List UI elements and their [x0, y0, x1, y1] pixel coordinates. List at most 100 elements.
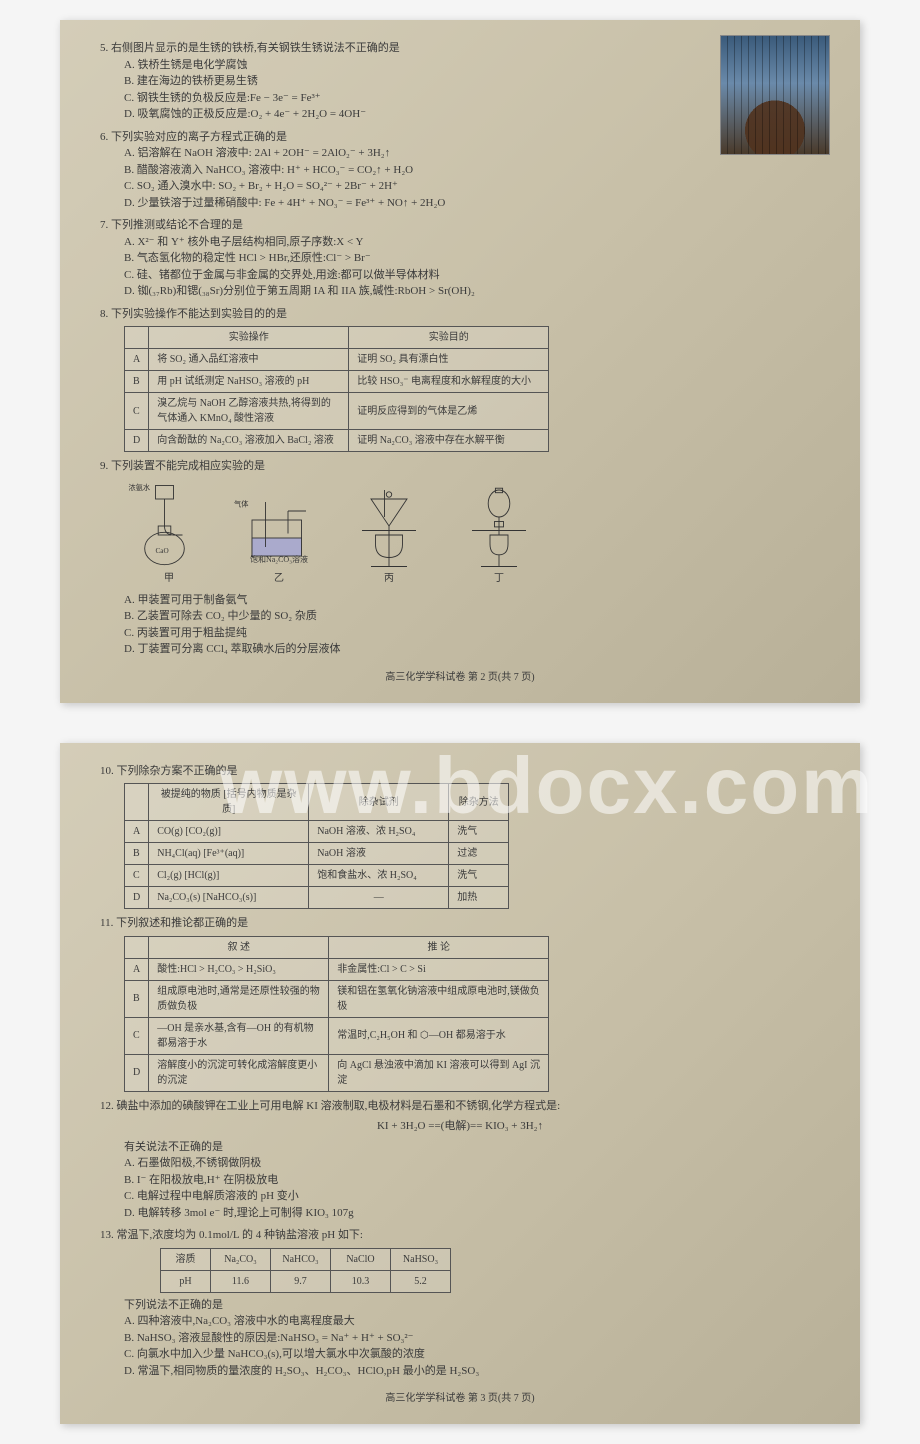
q11-r2c2: 常温时,C₂H₅OH 和 ⬡—OH 都易溶于水	[329, 1017, 549, 1054]
q11-th0	[125, 936, 149, 958]
q9-B: B. 乙装置可除去 CO₂ 中少量的 SO₂ 杂质	[100, 608, 820, 625]
q9-D: D. 丁装置可分离 CCl₄ 萃取碘水后的分层液体	[100, 641, 820, 658]
q13-h4: NaHSO₃	[391, 1248, 451, 1270]
q8-r2c1: 溴乙烷与 NaOH 乙醇溶液共热,将得到的气体通入 KMnO₄ 酸性溶液	[149, 393, 349, 430]
label-yi: 乙	[274, 571, 284, 586]
bridge-photo	[720, 35, 830, 155]
q10-r3c1: Na₂CO₃(s) [NaHCO₃(s)]	[149, 887, 309, 909]
apparatus-yi: 气体 饱和Na₂CO₃溶液 乙	[234, 484, 324, 586]
q8-r3c2: 证明 Na₂CO₃ 溶液中存在水解平衡	[349, 430, 549, 452]
q13-table: 溶质 Na₂CO₃ NaHCO₃ NaClO NaHSO₃ pH 11.6 9.…	[160, 1248, 451, 1293]
q9-C: C. 丙装置可用于粗盐提纯	[100, 625, 820, 642]
q8-r2c0: C	[125, 393, 149, 430]
q8-r3c1: 向含酚酞的 Na₂CO₃ 溶液加入 BaCl₂ 溶液	[149, 430, 349, 452]
apparatus-bing: 丙	[344, 481, 434, 586]
q13-sub: 下列说法不正确的是	[100, 1297, 820, 1314]
q6-C: C. SO₂ 通入溴水中: SO₂ + Br₂ + H₂O = SO₄²⁻ + …	[100, 178, 820, 195]
q10-th3: 除杂方法	[449, 784, 509, 821]
q6-A: A. 铝溶解在 NaOH 溶液中: 2Al + 2OH⁻ = 2AlO₂⁻ + …	[100, 145, 820, 162]
page-1: 5. 右侧图片显示的是生锈的铁桥,有关钢铁生锈说法不正确的是 A. 铁桥生锈是电…	[60, 20, 860, 703]
q8-table: 实验操作 实验目的 A将 SO₂ 通入品红溶液中证明 SO₂ 具有漂白性 B用 …	[124, 326, 549, 452]
q7-D: D. 铷(₃₇Rb)和锶(₃₈Sr)分别位于第五周期 IA 和 IIA 族,碱性…	[100, 283, 820, 300]
q7-C: C. 硅、锗都位于金属与非金属的交界处,用途:都可以做半导体材料	[100, 267, 820, 284]
label-bing: 丙	[384, 571, 394, 586]
q13-h2: NaHCO₃	[271, 1248, 331, 1270]
q10-r1c0: B	[125, 843, 149, 865]
q5-D: D. 吸氧腐蚀的正极反应是:O₂ + 4e⁻ + 2H₂O = 4OH⁻	[100, 106, 820, 123]
q13-A: A. 四种溶液中,Na₂CO₃ 溶液中水的电离程度最大	[100, 1313, 820, 1330]
q7-stem: 7. 下列推测或结论不合理的是	[100, 217, 820, 234]
q6: 6. 下列实验对应的离子方程式正确的是 A. 铝溶解在 NaOH 溶液中: 2A…	[100, 129, 820, 212]
q8-r0c1: 将 SO₂ 通入品红溶液中	[149, 349, 349, 371]
q8-r1c1: 用 pH 试纸测定 NaHSO₃ 溶液的 pH	[149, 371, 349, 393]
yi-label1: 气体	[234, 499, 248, 508]
svg-ding	[454, 481, 544, 571]
q10-r2c1: Cl₂(g) [HCl(g)]	[149, 865, 309, 887]
q11-r0c2: 非金属性:Cl > C > Si	[329, 958, 549, 980]
label-ding: 丁	[494, 571, 504, 586]
q11-r0c1: 酸性:HCl > H₂CO₃ > H₂SiO₃	[149, 958, 329, 980]
q11-r2c0: C	[125, 1017, 149, 1054]
q8-r1c2: 比较 HSO₃⁻ 电离程度和水解程度的大小	[349, 371, 549, 393]
q11-r2c1: —OH 是亲水基,含有—OH 的有机物都易溶于水	[149, 1017, 329, 1054]
q13-r1: 11.6	[211, 1270, 271, 1292]
q11-r1c0: B	[125, 980, 149, 1017]
q9: 9. 下列装置不能完成相应实验的是 浓氨水 CaO 甲	[100, 458, 820, 658]
q11: 11. 下列叙述和推论都正确的是 叙 述 推 论 A酸性:HCl > H₂CO₃…	[100, 915, 820, 1092]
q10-r2c0: C	[125, 865, 149, 887]
q13-r2: 9.7	[271, 1270, 331, 1292]
q5: 5. 右侧图片显示的是生锈的铁桥,有关钢铁生锈说法不正确的是 A. 铁桥生锈是电…	[100, 40, 820, 123]
q11-th1: 叙 述	[149, 936, 329, 958]
q10-r1c1: NH₄Cl(aq) [Fe³⁺(aq)]	[149, 843, 309, 865]
q10-r2c2: 饱和食盐水、浓 H₂SO₄	[309, 865, 449, 887]
q11-th2: 推 论	[329, 936, 549, 958]
q9-A: A. 甲装置可用于制备氨气	[100, 592, 820, 609]
q12-sub: 有关说法不正确的是	[100, 1139, 820, 1156]
q8-r0c2: 证明 SO₂ 具有漂白性	[349, 349, 549, 371]
q6-stem: 6. 下列实验对应的离子方程式正确的是	[100, 129, 820, 146]
label-jia: 甲	[164, 571, 174, 586]
page-2: 10. 下列除杂方案不正确的是 被提纯的物质 [括号内物质是杂质] 除杂试剂 除…	[60, 743, 860, 1425]
q11-table: 叙 述 推 论 A酸性:HCl > H₂CO₃ > H₂SiO₃非金属性:Cl …	[124, 936, 549, 1092]
q8-th1: 实验操作	[149, 327, 349, 349]
q6-D: D. 少量铁溶于过量稀硝酸中: Fe + 4H⁺ + NO₃⁻ = Fe³⁺ +…	[100, 195, 820, 212]
q10-th0	[125, 784, 149, 821]
q10-r2c3: 洗气	[449, 865, 509, 887]
q10-r0c0: A	[125, 821, 149, 843]
q10-r0c2: NaOH 溶液、浓 H₂SO₄	[309, 821, 449, 843]
q12-C: C. 电解过程中电解质溶液的 pH 变小	[100, 1188, 820, 1205]
jia-label2: CaO	[156, 547, 169, 555]
q10: 10. 下列除杂方案不正确的是 被提纯的物质 [括号内物质是杂质] 除杂试剂 除…	[100, 763, 820, 910]
q8-stem: 8. 下列实验操作不能达到实验目的的是	[100, 306, 820, 323]
q13-C: C. 向氯水中加入少量 NaHCO₃(s),可以增大氯水中次氯酸的浓度	[100, 1346, 820, 1363]
q13-r0: pH	[161, 1270, 211, 1292]
q10-th1: 被提纯的物质 [括号内物质是杂质]	[149, 784, 309, 821]
q12: 12. 碘盐中添加的碘酸钾在工业上可用电解 KI 溶液制取,电极材料是石墨和不锈…	[100, 1098, 820, 1222]
q13-stem: 13. 常温下,浓度均为 0.1mol/L 的 4 种钠盐溶液 pH 如下:	[100, 1227, 820, 1244]
q7: 7. 下列推测或结论不合理的是 A. X²⁻ 和 Y⁺ 核外电子层结构相同,原子…	[100, 217, 820, 300]
q8-r1c0: B	[125, 371, 149, 393]
q13-B: B. NaHSO₃ 溶液显酸性的原因是:NaHSO₃ = Na⁺ + H⁺ + …	[100, 1330, 820, 1347]
q11-stem: 11. 下列叙述和推论都正确的是	[100, 915, 820, 932]
q11-r0c0: A	[125, 958, 149, 980]
q10-r1c2: NaOH 溶液	[309, 843, 449, 865]
q7-A: A. X²⁻ 和 Y⁺ 核外电子层结构相同,原子序数:X < Y	[100, 234, 820, 251]
q10-table: 被提纯的物质 [括号内物质是杂质] 除杂试剂 除杂方法 ACO(g) [CO₂(…	[124, 783, 509, 909]
q11-r3c1: 溶解度小的沉淀可转化成溶解度更小的沉淀	[149, 1054, 329, 1091]
svg-bing	[344, 481, 434, 571]
q10-stem: 10. 下列除杂方案不正确的是	[100, 763, 820, 780]
apparatus-jia: 浓氨水 CaO 甲	[124, 481, 214, 586]
q7-B: B. 气态氢化物的稳定性 HCl > HBr,还原性:Cl⁻ > Br⁻	[100, 250, 820, 267]
jia-label1: 浓氨水	[129, 483, 151, 492]
q10-r1c3: 过滤	[449, 843, 509, 865]
svg-jia: 浓氨水 CaO	[124, 481, 214, 571]
yi-label2: 饱和Na₂CO₃溶液	[250, 554, 308, 566]
q11-r3c2: 向 AgCl 悬浊液中滴加 KI 溶液可以得到 AgI 沉淀	[329, 1054, 549, 1091]
q13-h0: 溶质	[161, 1248, 211, 1270]
q8-r3c0: D	[125, 430, 149, 452]
q13-h1: Na₂CO₃	[211, 1248, 271, 1270]
q13: 13. 常温下,浓度均为 0.1mol/L 的 4 种钠盐溶液 pH 如下: 溶…	[100, 1227, 820, 1379]
q10-r0c1: CO(g) [CO₂(g)]	[149, 821, 309, 843]
q11-r1c2: 镁和铝在氢氧化钠溶液中组成原电池时,镁做负极	[329, 980, 549, 1017]
q13-r3: 10.3	[331, 1270, 391, 1292]
